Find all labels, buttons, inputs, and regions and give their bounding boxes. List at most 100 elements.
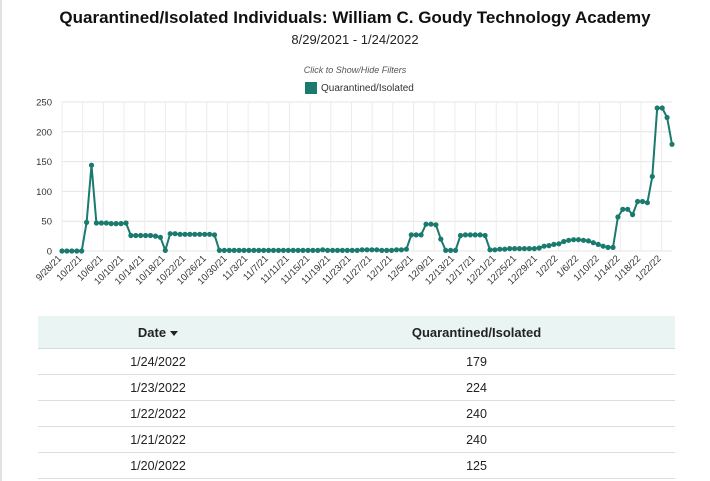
table-row: 1/20/2022 125 <box>38 452 675 479</box>
data-point <box>448 247 454 253</box>
data-point <box>103 220 109 226</box>
data-point <box>325 247 331 253</box>
date-cell: 1/23/2022 <box>38 374 278 401</box>
data-point <box>379 247 385 253</box>
date-cell: 1/24/2022 <box>38 348 278 375</box>
data-point <box>497 246 503 252</box>
data-point <box>211 232 218 238</box>
data-point <box>398 247 404 253</box>
data-point <box>384 247 390 253</box>
left-border <box>0 0 2 481</box>
data-point <box>389 247 395 253</box>
line-chart: 0 50 100 150 200 250 9/28/2110/2/2110/6/2110/… <box>34 98 675 287</box>
data-point <box>290 247 296 253</box>
data-point <box>69 248 75 254</box>
value-cell: 125 <box>278 452 675 479</box>
data-point <box>108 221 114 227</box>
x-axis: 9/28/2110/2/2110/6/2110/10/2110/14/2110/… <box>34 253 664 287</box>
data-point <box>531 246 537 252</box>
data-point <box>487 247 493 253</box>
data-point <box>620 206 626 212</box>
value-cell: 179 <box>278 348 675 375</box>
data-point <box>236 247 242 253</box>
data-point <box>261 247 267 253</box>
data-point <box>128 232 134 239</box>
y-tick-label: 50 <box>41 217 52 228</box>
value-cell: 224 <box>278 374 675 401</box>
data-point <box>162 247 168 253</box>
data-point <box>610 244 616 250</box>
data-point <box>88 162 95 168</box>
data-point <box>79 248 85 254</box>
data-point <box>630 212 636 218</box>
data-point <box>251 247 257 253</box>
value-column-header[interactable]: Quarantined/Isolated <box>278 316 675 349</box>
y-axis: 0 50 100 150 200 250 <box>36 98 52 258</box>
data-point <box>644 200 651 206</box>
data-point <box>511 246 518 252</box>
data-point <box>571 237 577 243</box>
data-point <box>428 221 434 227</box>
data-point <box>192 231 198 237</box>
data-point <box>123 220 129 226</box>
data-point <box>147 232 154 239</box>
data-point <box>452 247 459 253</box>
table-header-row: Date Quarantined/Isolated <box>38 316 675 349</box>
data-point <box>541 243 547 249</box>
data-point <box>344 247 350 253</box>
chart-grid <box>61 101 672 252</box>
data-point <box>590 240 596 246</box>
data-point <box>93 220 99 226</box>
date-range-subtitle: 8/29/2021 - 1/24/2022 <box>291 32 419 47</box>
data-point <box>241 247 247 253</box>
data-point <box>507 246 513 252</box>
table-row: 1/23/2022 224 <box>38 374 675 401</box>
data-point <box>423 221 429 227</box>
data-point <box>502 246 508 252</box>
toggle-filters-link[interactable]: Click to Show/Hide Filters <box>303 65 407 75</box>
data-point <box>167 231 173 237</box>
data-point <box>197 231 203 237</box>
data-point <box>98 220 104 226</box>
chart-legend[interactable]: Quarantined/Isolated <box>305 81 414 95</box>
data-point <box>635 198 641 205</box>
data-point <box>349 247 355 253</box>
data-point <box>256 247 262 253</box>
date-cell: 1/20/2022 <box>38 452 278 479</box>
data-point <box>526 246 532 252</box>
table-row: 1/24/2022 179 <box>38 348 675 375</box>
data-point <box>285 247 291 253</box>
data-point <box>320 247 326 253</box>
data-point <box>202 231 208 237</box>
data-point <box>546 243 552 249</box>
data-point <box>310 247 316 253</box>
data-point <box>364 247 370 253</box>
data-point <box>172 231 178 237</box>
data-point <box>354 247 360 253</box>
data-point <box>64 248 70 254</box>
y-tick-label: 200 <box>36 127 52 138</box>
data-point <box>113 221 119 227</box>
page-title: Quarantined/Isolated Individuals: Willia… <box>59 8 651 27</box>
data-point <box>516 246 523 252</box>
data-point <box>566 237 572 243</box>
data-point <box>600 243 606 249</box>
x-tick-label: 1/2/22 <box>534 253 560 279</box>
data-point <box>551 241 557 247</box>
date-column-header[interactable]: Date <box>38 316 278 349</box>
y-tick-label: 0 <box>47 247 52 258</box>
data-point <box>482 232 488 239</box>
value-cell: 240 <box>278 426 675 453</box>
data-point <box>133 232 139 239</box>
data-point <box>152 233 159 239</box>
data-point <box>492 247 498 253</box>
data-point <box>118 221 124 227</box>
data-point <box>84 219 90 225</box>
date-cell: 1/21/2022 <box>38 426 278 453</box>
series-line <box>62 107 673 252</box>
table-row: 1/22/2022 240 <box>38 400 675 427</box>
data-point <box>275 247 282 253</box>
data-point <box>561 238 567 245</box>
data-point <box>649 173 655 180</box>
y-tick-label: 250 <box>36 98 52 109</box>
